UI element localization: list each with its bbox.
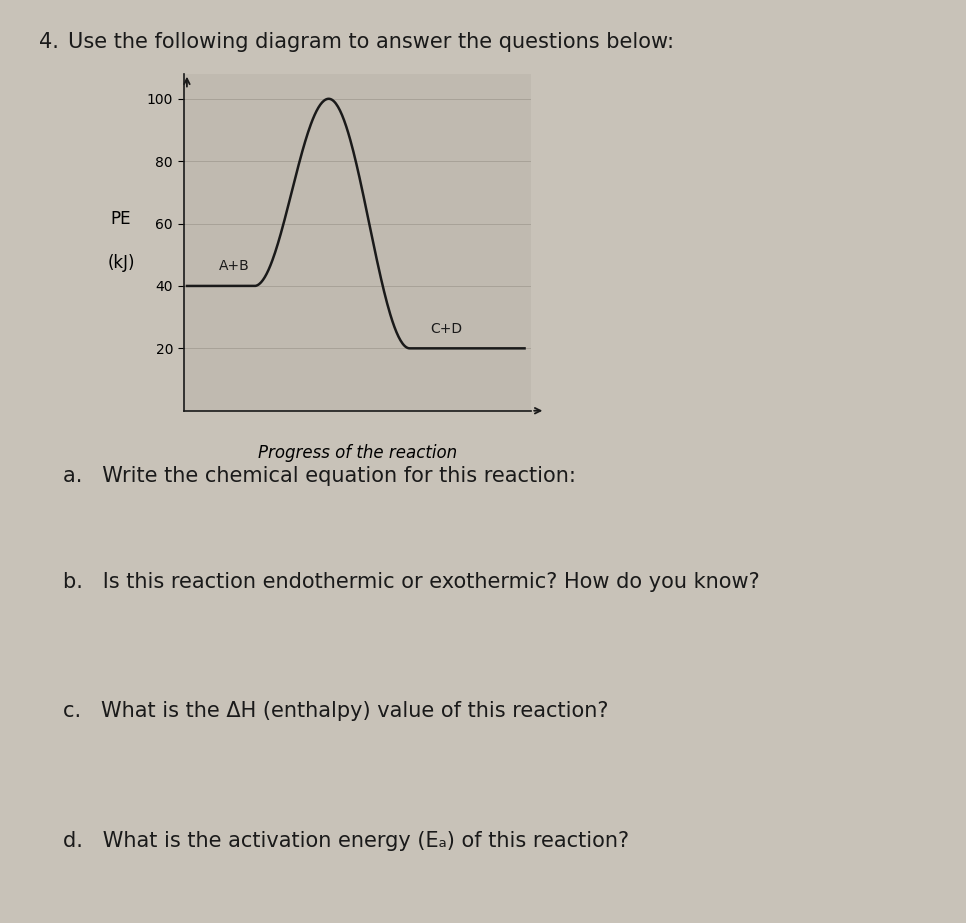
Text: PE: PE	[111, 210, 131, 228]
Text: b.   Is this reaction endothermic or exothermic? How do you know?: b. Is this reaction endothermic or exoth…	[63, 572, 759, 593]
Text: 4.: 4.	[39, 32, 59, 53]
Text: Progress of the reaction: Progress of the reaction	[258, 444, 457, 462]
Text: d.   What is the activation energy (Eₐ) of this reaction?: d. What is the activation energy (Eₐ) of…	[63, 831, 629, 851]
Text: c.   What is the ΔH (enthalpy) value of this reaction?: c. What is the ΔH (enthalpy) value of th…	[63, 701, 609, 722]
Text: C+D: C+D	[430, 322, 462, 336]
Text: (kJ): (kJ)	[107, 254, 134, 271]
Text: a.   Write the chemical equation for this reaction:: a. Write the chemical equation for this …	[63, 466, 576, 486]
Text: Use the following diagram to answer the questions below:: Use the following diagram to answer the …	[68, 32, 673, 53]
Text: A+B: A+B	[219, 259, 250, 273]
